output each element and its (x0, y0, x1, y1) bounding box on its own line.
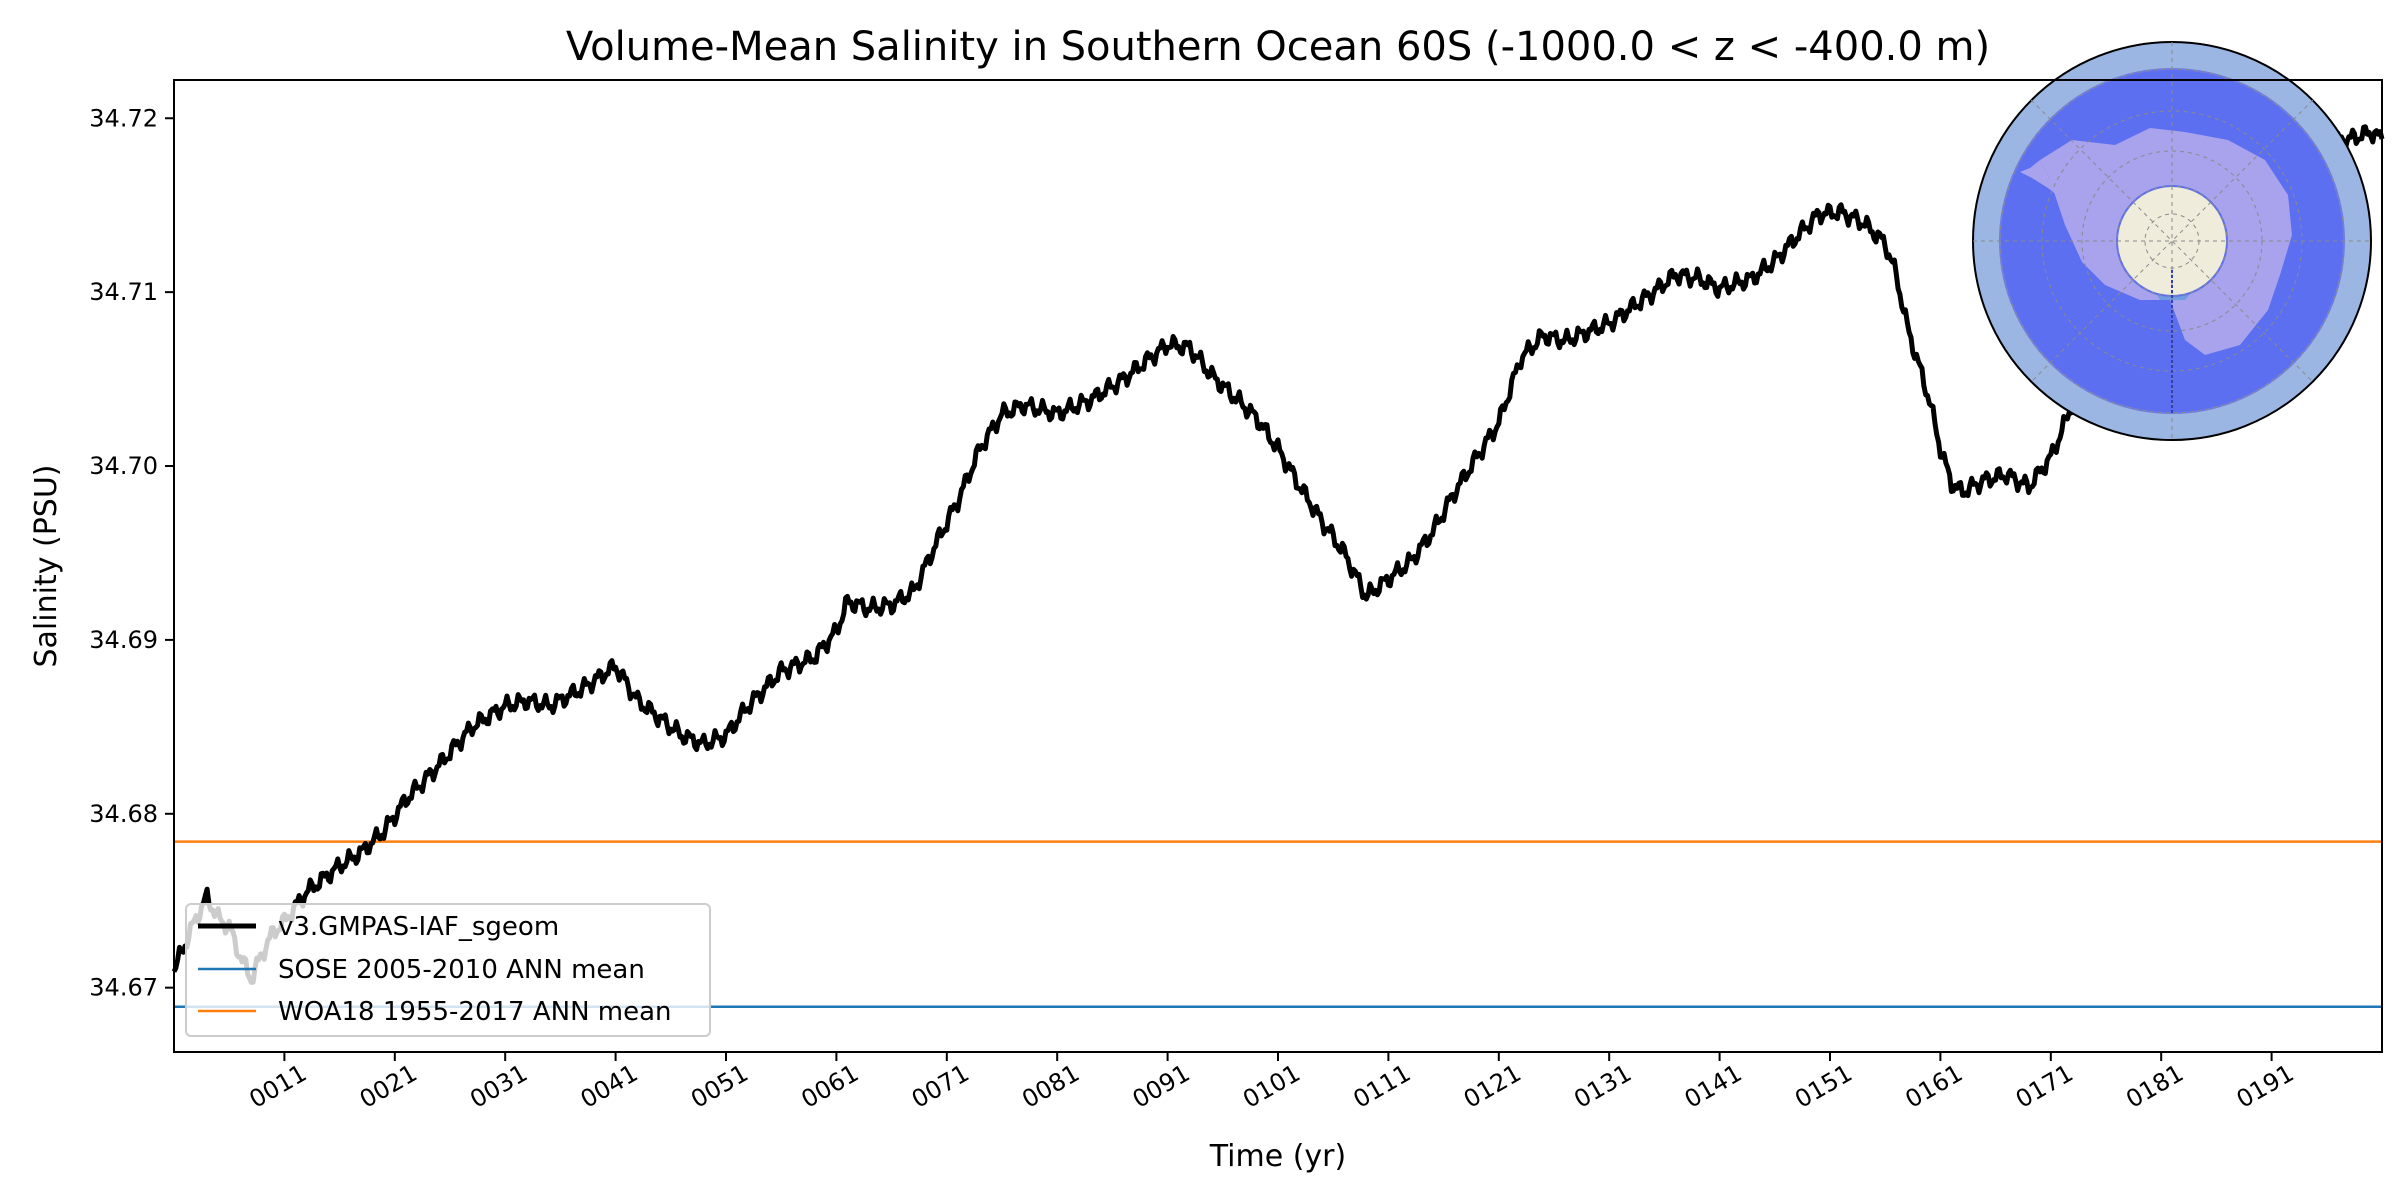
y-axis-label: Salinity (PSU) (29, 465, 64, 668)
map-gridlines (1973, 42, 2371, 440)
y-tick-label: 34.71 (89, 278, 158, 306)
y-tick-label: 34.68 (89, 800, 158, 828)
antarctic-peninsula (2020, 160, 2058, 196)
y-tick-label: 34.67 (89, 974, 158, 1002)
legend-label-v3-gmpas: v3.GMPAS-IAF_sgeom (278, 912, 559, 942)
plot-area: v3.GMPAS-IAF_sgeom SOSE 2005-2010 ANN me… (171, 41, 2385, 1053)
legend-label-sose: SOSE 2005-2010 ANN mean (278, 955, 645, 985)
south-polar-map-inset (1972, 41, 2372, 441)
chart-title: Volume-Mean Salinity in Southern Ocean 6… (566, 24, 1990, 70)
legend-frame (185, 903, 711, 1037)
series-line-v3-gmpas (171, 124, 2385, 985)
y-tick-label: 34.70 (89, 452, 158, 480)
legend-label-woa18: WOA18 1955-2017 ANN mean (278, 997, 672, 1027)
y-axis: 34.67 34.68 34.69 34.70 34.71 34.72 (89, 104, 174, 1002)
x-axis-label: Time (yr) (1209, 1139, 1346, 1174)
y-tick-label: 34.69 (89, 626, 158, 654)
legend: v3.GMPAS-IAF_sgeom SOSE 2005-2010 ANN me… (185, 903, 711, 1037)
y-tick-label: 34.72 (89, 104, 158, 132)
